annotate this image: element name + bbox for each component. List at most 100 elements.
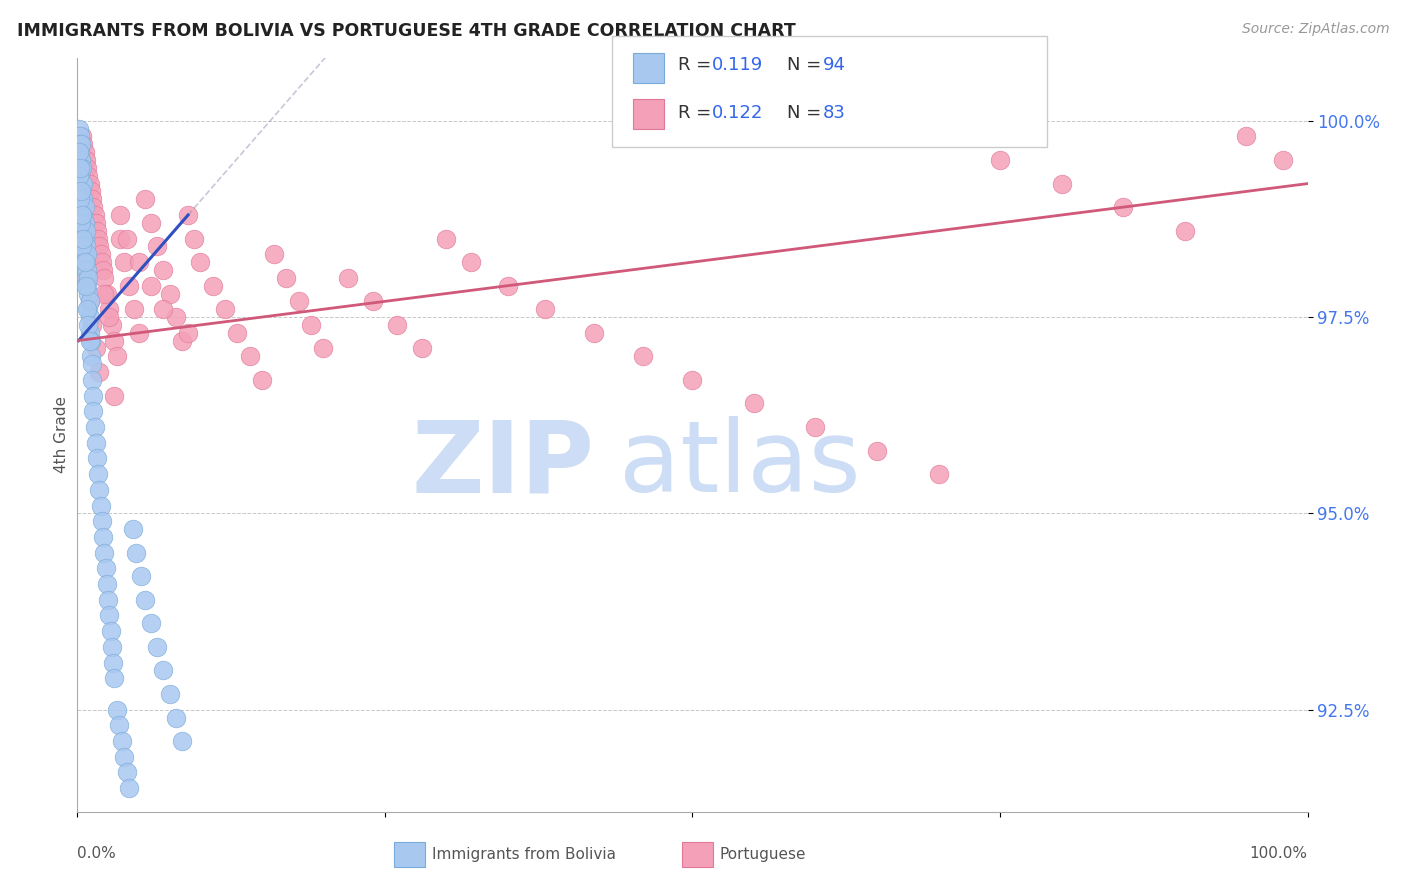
Point	[75, 239, 97, 253]
Point	[75, 255, 97, 269]
Text: 0.119: 0.119	[711, 56, 762, 74]
Text: 83: 83	[823, 104, 845, 122]
Point	[80, 185, 103, 199]
Point	[276, 270, 298, 285]
Text: Source: ZipAtlas.com: Source: ZipAtlas.com	[1241, 22, 1389, 37]
Point	[496, 278, 519, 293]
Point	[115, 231, 138, 245]
Point	[73, 216, 96, 230]
Point	[122, 302, 145, 317]
Point	[804, 420, 827, 434]
Point	[152, 302, 174, 317]
Point	[1272, 153, 1295, 167]
Point	[110, 208, 132, 222]
Point	[742, 396, 765, 410]
Point	[112, 255, 135, 269]
Point	[89, 483, 111, 497]
Point	[69, 169, 91, 183]
Point	[76, 302, 98, 317]
Point	[118, 781, 141, 796]
Point	[73, 200, 96, 214]
Point	[93, 286, 115, 301]
Point	[96, 577, 118, 591]
Text: N =: N =	[787, 56, 827, 74]
Point	[89, 365, 111, 379]
Point	[79, 177, 101, 191]
Point	[82, 357, 104, 371]
Point	[141, 216, 163, 230]
Point	[72, 224, 94, 238]
Point	[82, 373, 104, 387]
Point	[177, 208, 200, 222]
Text: IMMIGRANTS FROM BOLIVIA VS PORTUGUESE 4TH GRADE CORRELATION CHART: IMMIGRANTS FROM BOLIVIA VS PORTUGUESE 4T…	[17, 22, 796, 40]
Point	[103, 334, 125, 348]
Point	[94, 561, 117, 575]
Point	[70, 239, 93, 253]
Point	[125, 546, 148, 560]
Point	[67, 145, 90, 160]
Point	[250, 373, 273, 387]
Point	[337, 270, 360, 285]
Point	[633, 349, 655, 363]
Text: 94: 94	[823, 56, 845, 74]
Point	[67, 137, 90, 152]
Point	[105, 703, 128, 717]
Point	[73, 247, 96, 261]
Text: 100.0%: 100.0%	[1250, 846, 1308, 861]
Point	[165, 310, 187, 324]
Point	[70, 177, 93, 191]
Point	[165, 710, 187, 724]
Point	[214, 302, 236, 317]
Point	[73, 145, 96, 160]
Point	[70, 161, 93, 175]
Point	[146, 239, 169, 253]
Point	[76, 263, 98, 277]
Point	[534, 302, 557, 317]
Point	[70, 185, 93, 199]
Point	[98, 310, 121, 324]
Point	[69, 145, 91, 160]
Point	[70, 177, 93, 191]
Point	[79, 310, 101, 324]
Point	[1112, 200, 1135, 214]
Point	[77, 302, 100, 317]
Point	[80, 334, 103, 348]
Point	[72, 208, 94, 222]
Point	[115, 765, 138, 780]
Point	[76, 278, 98, 293]
Point	[82, 404, 104, 418]
Point	[460, 255, 482, 269]
Point	[988, 153, 1011, 167]
Point	[177, 326, 200, 340]
Point	[201, 278, 224, 293]
Point	[89, 239, 111, 253]
Text: N =: N =	[787, 104, 827, 122]
Text: 0.122: 0.122	[711, 104, 763, 122]
Point	[69, 153, 91, 167]
Point	[108, 718, 131, 732]
Point	[69, 161, 91, 175]
Point	[112, 749, 135, 764]
Text: atlas: atlas	[619, 417, 860, 514]
Point	[1234, 129, 1257, 144]
Point	[91, 263, 114, 277]
Point	[70, 185, 93, 199]
Point	[134, 192, 156, 206]
Point	[299, 318, 322, 332]
Point	[121, 522, 143, 536]
Point	[385, 318, 409, 332]
Point	[76, 270, 98, 285]
Point	[101, 318, 124, 332]
Point	[67, 169, 90, 183]
Point	[90, 255, 114, 269]
Point	[84, 342, 107, 356]
Point	[98, 302, 121, 317]
Point	[70, 208, 93, 222]
Point	[70, 208, 93, 222]
Point	[67, 153, 90, 167]
Point	[91, 530, 114, 544]
Point	[82, 318, 104, 332]
Text: Portuguese: Portuguese	[720, 847, 807, 862]
Point	[82, 192, 104, 206]
Point	[70, 192, 93, 206]
